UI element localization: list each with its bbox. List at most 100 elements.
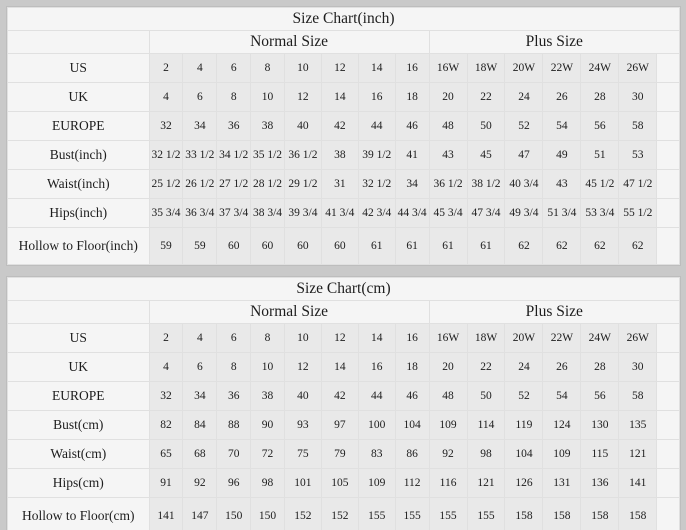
cell-value: 42 (320, 111, 359, 141)
row-tail-spacer (656, 111, 680, 141)
cell-value: 45 3/4 (428, 198, 468, 228)
cell-value: 72 (250, 439, 285, 469)
cell-value: 109 (428, 410, 468, 440)
cell-value: 24 (504, 352, 544, 382)
cell-value: 36 1/2 (283, 140, 322, 170)
cell-value: 16W (428, 323, 468, 353)
cell-value: 12 (283, 82, 322, 112)
cell-value: 112 (394, 468, 430, 498)
cell-value: 8 (250, 323, 285, 353)
cell-value: 12 (320, 323, 359, 353)
cell-value: 75 (283, 439, 322, 469)
cell-value: 36 (216, 111, 252, 141)
group-header-plus-size: Plus Size (428, 30, 681, 54)
cell-value: 62 (618, 227, 658, 265)
cell-value: 61 (466, 227, 506, 265)
cell-value: 62 (504, 227, 544, 265)
cell-value: 10 (283, 53, 322, 83)
cell-value: 33 1/2 (182, 140, 218, 170)
cell-value: 109 (542, 439, 582, 469)
cell-value: 36 3/4 (182, 198, 218, 228)
cell-value: 32 1/2 (148, 140, 184, 170)
cell-value: 45 (466, 140, 506, 170)
cell-value: 20 (428, 82, 468, 112)
cell-value: 30 (618, 352, 658, 382)
row-label: US (7, 53, 150, 83)
cell-value: 42 (320, 381, 359, 411)
cell-value: 56 (580, 111, 620, 141)
cell-value: 29 1/2 (283, 169, 322, 199)
row-label: Hollow to Floor(cm) (7, 497, 150, 530)
cell-value: 31 (320, 169, 359, 199)
cell-value: 8 (216, 352, 252, 382)
row-label: Waist(inch) (7, 169, 150, 199)
cell-value: 124 (542, 410, 582, 440)
cell-value: 131 (542, 468, 582, 498)
cell-value: 44 (357, 381, 396, 411)
row-tail-spacer (656, 169, 680, 199)
cell-value: 47 3/4 (466, 198, 506, 228)
cell-value: 20W (504, 53, 544, 83)
table-row: Hips(cm) 91 92 96 98 101 105 109 112 116 121 126 131… (7, 468, 680, 498)
group-header-plus-size: Plus Size (428, 300, 681, 324)
cell-value: 46 (394, 111, 430, 141)
cell-value: 92 (428, 439, 468, 469)
size-chart-cm: Size Chart(cm) Normal Size Plus Size US 2 4 6 8… (7, 277, 681, 530)
cell-value: 6 (182, 82, 218, 112)
table-row: Hips(inch) 35 3/4 36 3/4 37 3/4 38 3/4 39 3/4… (7, 198, 680, 228)
cell-value: 40 3/4 (504, 169, 544, 199)
cell-value: 16 (357, 82, 396, 112)
cell-value: 96 (216, 468, 252, 498)
cell-value: 141 (618, 468, 658, 498)
cell-value: 61 (394, 227, 430, 265)
cell-value: 22 (466, 82, 506, 112)
group-row-corner (7, 30, 150, 54)
cell-value: 155 (357, 497, 396, 530)
cell-value: 14 (357, 53, 396, 83)
cell-value: 158 (580, 497, 620, 530)
row-tail-spacer (656, 468, 680, 498)
cell-value: 79 (320, 439, 359, 469)
cell-value: 98 (250, 468, 285, 498)
cell-value: 25 1/2 (148, 169, 184, 199)
cell-value: 14 (320, 82, 359, 112)
cell-value: 53 (618, 140, 658, 170)
cell-value: 26 (542, 352, 582, 382)
cell-value: 43 (428, 140, 468, 170)
cell-value: 10 (250, 352, 285, 382)
cell-value: 44 (357, 111, 396, 141)
cell-value: 34 (182, 111, 218, 141)
cell-value: 20W (504, 323, 544, 353)
cell-value: 2 (148, 323, 184, 353)
table-row: Bust(inch) 32 1/2 33 1/2 34 1/2 35 1/2 36 1/2… (7, 140, 680, 170)
cell-value: 4 (182, 323, 218, 353)
row-label: Hips(inch) (7, 198, 150, 228)
cell-value: 26W (618, 323, 658, 353)
cell-value: 24W (580, 53, 620, 83)
cell-value: 43 (542, 169, 582, 199)
cell-value: 121 (466, 468, 506, 498)
cell-value: 34 1/2 (216, 140, 252, 170)
cell-value: 98 (466, 439, 506, 469)
cell-value: 53 3/4 (580, 198, 620, 228)
group-header-normal-size: Normal Size (148, 300, 430, 324)
cell-value: 26 (542, 82, 582, 112)
cell-value: 100 (357, 410, 396, 440)
cell-value: 54 (542, 111, 582, 141)
cell-value: 32 1/2 (357, 169, 396, 199)
cell-value: 14 (320, 352, 359, 382)
cell-value: 6 (182, 352, 218, 382)
cell-value: 60 (250, 227, 285, 265)
table-row: Hollow to Floor(cm) 141 147 150 150 152 152 155… (7, 497, 680, 530)
cell-value: 119 (504, 410, 544, 440)
cell-value: 32 (148, 381, 184, 411)
cell-value: 38 1/2 (466, 169, 506, 199)
cell-value: 35 3/4 (148, 198, 184, 228)
cell-value: 4 (148, 352, 184, 382)
cell-value: 39 1/2 (357, 140, 396, 170)
cell-value: 41 (394, 140, 430, 170)
row-label: Bust(inch) (7, 140, 150, 170)
cell-value: 104 (394, 410, 430, 440)
cell-value: 41 3/4 (320, 198, 359, 228)
